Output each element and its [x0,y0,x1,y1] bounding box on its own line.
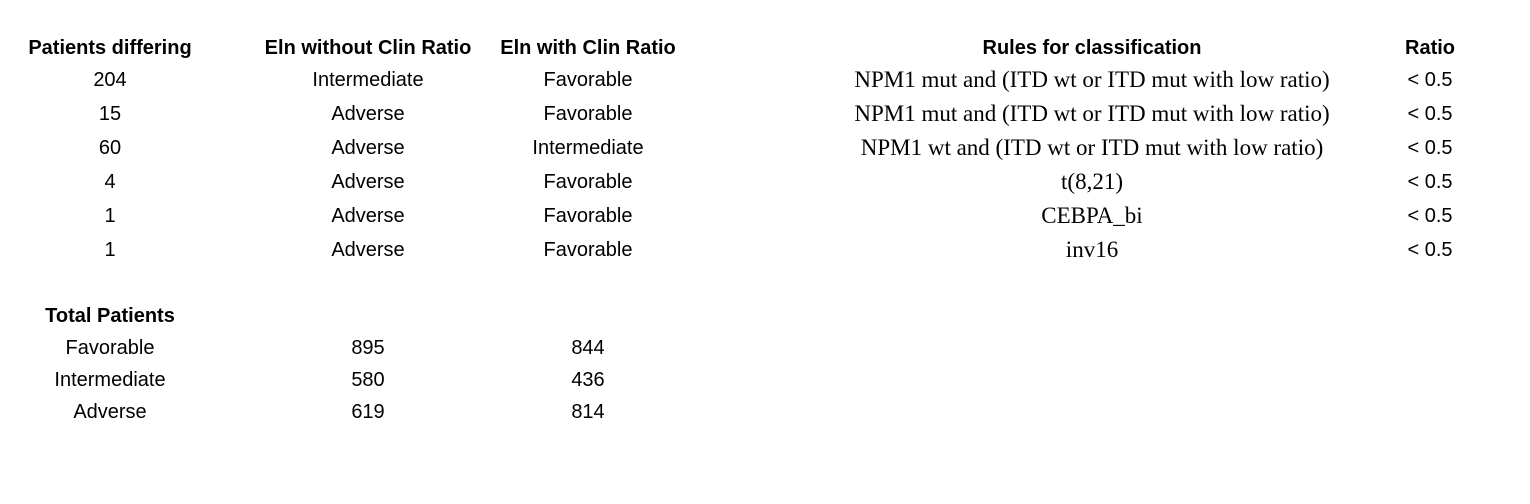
table-row-4-eln-without: Adverse [331,205,405,227]
table-row-3-rule: t(8,21) [1061,169,1123,194]
totals-row-2-label: Adverse [73,401,147,423]
totals-title: Total Patients [45,305,175,327]
header-eln-with-clin-ratio: Eln with Clin Ratio [500,37,676,59]
table-row-5-rule: inv16 [1065,237,1119,262]
table-row-4-rule: CEBPA_bi [1041,203,1143,228]
table-row-4-eln-with: Favorable [543,205,633,227]
table-row-0-eln-with: Favorable [543,69,633,91]
totals-row-0-without: 895 [351,337,385,359]
totals-row-2-with: 814 [571,401,605,423]
table-row-5-eln-without: Adverse [331,239,405,261]
table-row-1-ratio: < 0.5 [1407,103,1453,125]
table-row-0-rule: NPM1 mut and (ITD wt or ITD mut with low… [854,67,1330,92]
table-row-4-ratio: < 0.5 [1407,205,1453,227]
table-row-2-eln-with: Intermediate [532,137,644,159]
table-row-3-eln-with: Favorable [543,171,633,193]
table-row-2-ratio: < 0.5 [1407,137,1453,159]
table-row-5-eln-with: Favorable [543,239,633,261]
table-row-3-patients: 4 [104,171,116,193]
header-ratio: Ratio [1405,37,1455,59]
totals-row-1-without: 580 [351,369,385,391]
table-row-2-eln-without: Adverse [331,137,405,159]
totals-row-0-label: Favorable [65,337,155,359]
totals-row-2-without: 619 [351,401,385,423]
table-row-0-ratio: < 0.5 [1407,69,1453,91]
table-row-0-patients: 204 [93,69,127,91]
totals-row-0-with: 844 [571,337,605,359]
header-patients-differing: Patients differing [28,37,192,59]
table-row-1-patients: 15 [98,103,122,125]
totals-row-1-label: Intermediate [54,369,166,391]
header-eln-without-clin-ratio: Eln without Clin Ratio [264,37,472,59]
header-rules-for-classification: Rules for classification [982,37,1202,59]
table-row-1-eln-without: Adverse [331,103,405,125]
table-row-5-patients: 1 [104,239,116,261]
table-row-1-eln-with: Favorable [543,103,633,125]
table-row-3-eln-without: Adverse [331,171,405,193]
table-row-3-ratio: < 0.5 [1407,171,1453,193]
table-row-2-patients: 60 [98,137,122,159]
totals-row-1-with: 436 [571,369,605,391]
table-row-1-rule: NPM1 mut and (ITD wt or ITD mut with low… [854,101,1330,126]
table-row-4-patients: 1 [104,205,116,227]
table-row-5-ratio: < 0.5 [1407,239,1453,261]
table-row-2-rule: NPM1 wt and (ITD wt or ITD mut with low … [860,135,1324,160]
table-row-0-eln-without: Intermediate [312,69,424,91]
